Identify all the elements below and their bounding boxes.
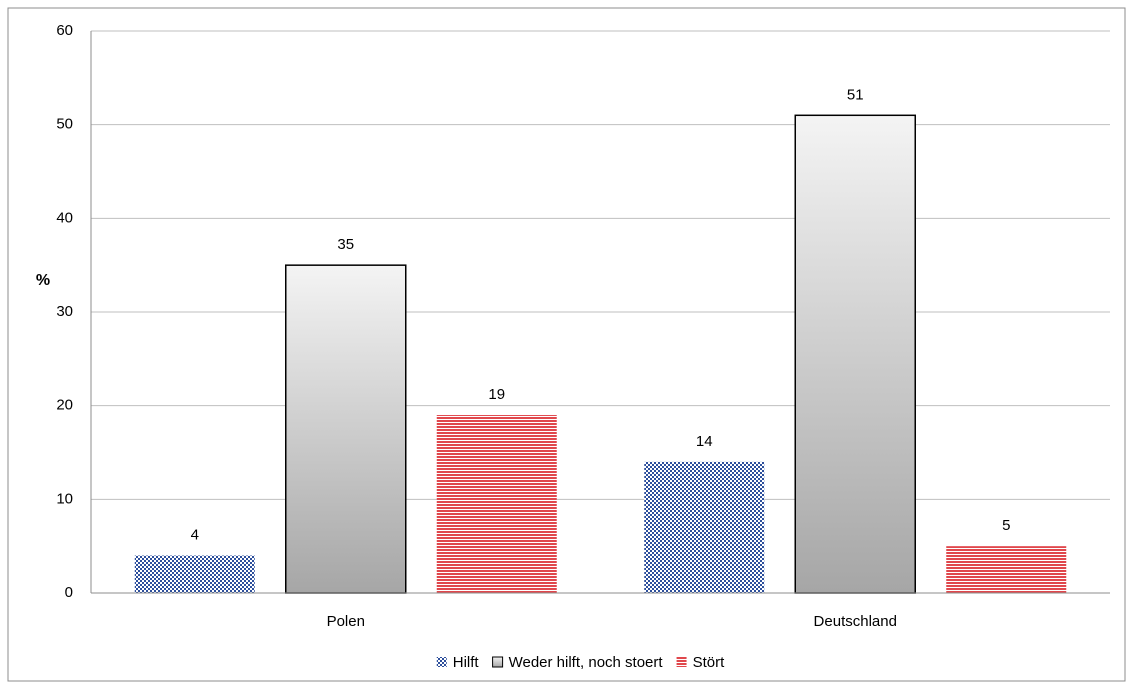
legend-marker — [676, 657, 687, 667]
y-tick-label: 50 — [56, 116, 73, 133]
data-label: 14 — [696, 433, 713, 450]
y-tick-label: 30 — [56, 303, 73, 320]
data-label: 5 — [1002, 517, 1010, 534]
legend-label: Weder hilft, noch stoert — [509, 654, 664, 671]
y-tick-label: 20 — [56, 397, 73, 414]
x-tick-label: Deutschland — [814, 613, 897, 630]
bar — [644, 461, 765, 593]
x-tick-label: Polen — [327, 613, 365, 630]
bar — [794, 114, 916, 594]
bar — [946, 546, 1067, 593]
chart-frame — [7, 7, 1126, 682]
y-tick-label: 10 — [56, 490, 73, 507]
y-tick-label: 60 — [56, 22, 73, 39]
y-axis-label: % — [36, 272, 50, 289]
bar — [285, 264, 407, 594]
data-label: 35 — [337, 236, 354, 253]
legend-label: Stört — [693, 654, 726, 671]
bar — [134, 555, 255, 593]
legend-label: Hilft — [453, 654, 480, 671]
data-label: 51 — [847, 86, 864, 103]
legend-marker — [436, 657, 447, 667]
y-tick-label: 40 — [56, 209, 73, 226]
legend-marker — [492, 656, 504, 668]
data-label: 19 — [488, 386, 505, 403]
bar — [436, 415, 557, 593]
data-label: 4 — [191, 527, 199, 544]
y-tick-label: 0 — [65, 584, 73, 601]
